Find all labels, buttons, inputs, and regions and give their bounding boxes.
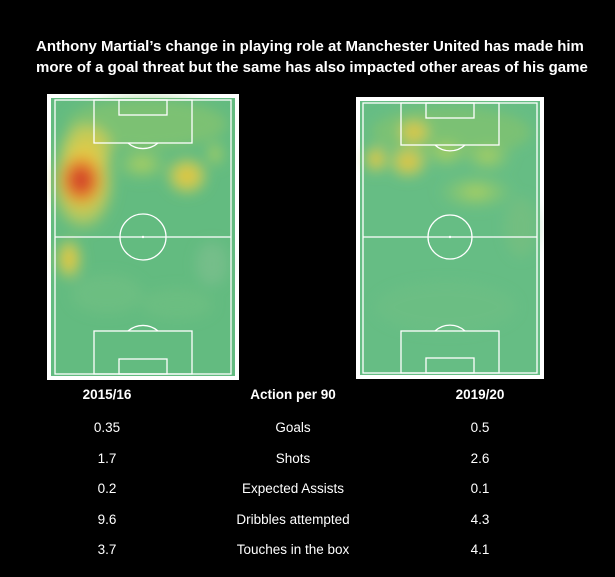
value-2019-20: 0.1	[470, 481, 490, 496]
header-action-per-90: Action per 90	[250, 387, 336, 402]
heat-blobs	[49, 99, 228, 320]
table-row: 1.7 Shots 2.6	[0, 451, 615, 471]
header-season-2019-20: 2019/20	[455, 387, 505, 402]
value-2015-16: 1.7	[97, 451, 117, 466]
metric-label: Goals	[275, 420, 311, 435]
value-2019-20: 4.3	[470, 512, 490, 527]
heatmap-pitch-2019-20	[356, 97, 544, 379]
value-2019-20: 2.6	[470, 451, 490, 466]
heatmap-pitch-2015-16	[47, 94, 239, 380]
value-2015-16: 3.7	[97, 542, 117, 557]
value-2019-20: 4.1	[470, 542, 490, 557]
metric-label: Shots	[275, 451, 311, 466]
value-2019-20: 0.5	[470, 420, 490, 435]
metric-label: Dribbles attempted	[236, 512, 350, 527]
metric-label: Touches in the box	[236, 542, 350, 557]
value-2015-16: 9.6	[97, 512, 117, 527]
table-row: 0.35 Goals 0.5	[0, 420, 615, 440]
table-row: 9.6 Dribbles attempted 4.3	[0, 512, 615, 532]
header-season-2015-16: 2015/16	[82, 387, 132, 402]
chart-title: Anthony Martial’s change in playing role…	[36, 38, 588, 76]
table-header: 2015/16 Action per 90 2019/20	[0, 387, 615, 407]
pitch-markings	[362, 102, 538, 374]
table-row: 3.7 Touches in the box 4.1	[0, 542, 615, 562]
metric-label: Expected Assists	[241, 481, 345, 496]
table-row: 0.2 Expected Assists 0.1	[0, 481, 615, 501]
value-2015-16: 0.2	[97, 481, 117, 496]
value-2015-16: 0.35	[93, 420, 121, 435]
